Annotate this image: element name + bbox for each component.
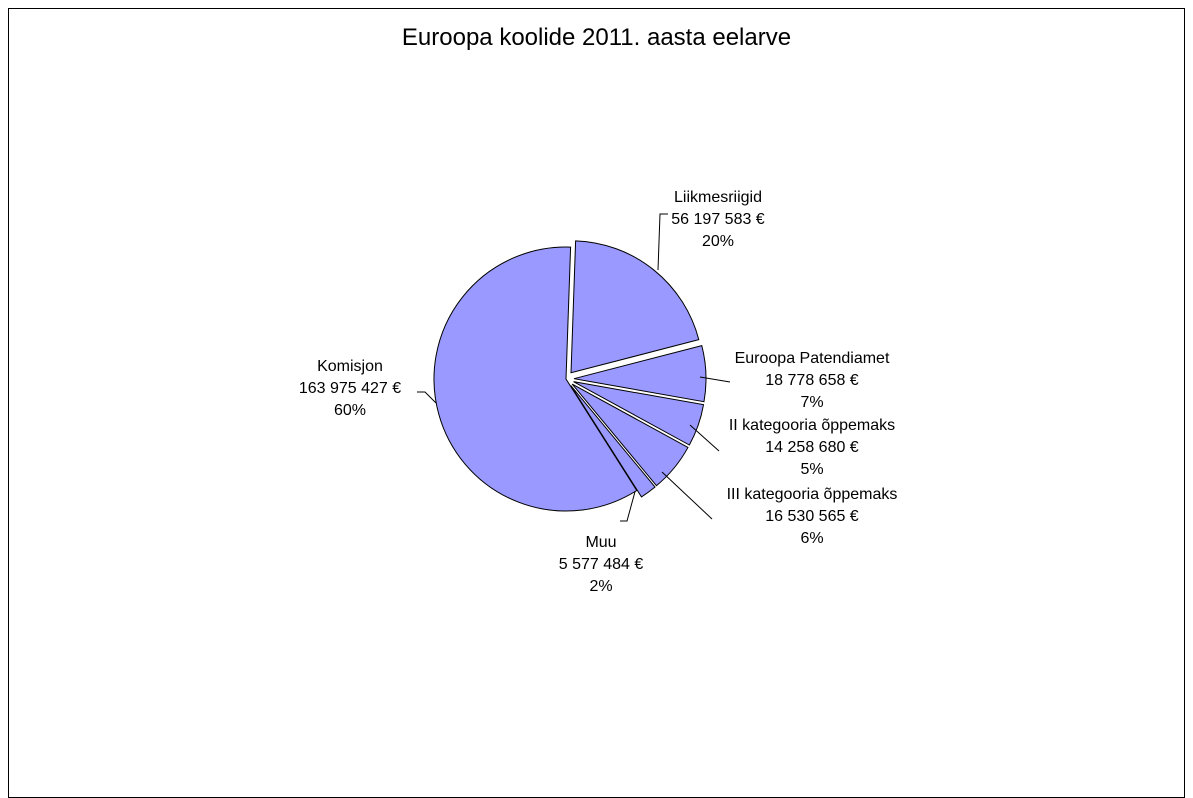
leader-line [661, 471, 713, 520]
slice-amount: 163 975 427 € [299, 380, 401, 397]
pie-slice [573, 381, 705, 446]
slice-percent: 2% [589, 578, 612, 595]
slice-amount: 16 530 565 € [765, 508, 859, 525]
pie-slice [570, 240, 700, 374]
data-label: Komisjon 163 975 427 € 60% [299, 358, 401, 419]
slice-amount: 18 778 658 € [765, 372, 859, 389]
data-label: II kategooria õppemaks 14 258 680 € 5% [729, 417, 895, 478]
pie-slice [570, 385, 656, 498]
slice-name: Liikmesriigid [674, 189, 762, 206]
slice-percent: 20% [702, 233, 734, 250]
leader-line [657, 213, 668, 271]
leader-line [620, 487, 637, 522]
slice-name: Muu [585, 534, 616, 551]
slice-name: Komisjon [317, 358, 383, 375]
data-label: III kategooria õppemaks 16 530 565 € 6% [727, 486, 898, 547]
chart-title: Euroopa koolide 2011. aasta eelarve [401, 24, 792, 51]
slice-name: II kategooria õppemaks [729, 417, 895, 434]
slice-percent: 5% [800, 461, 823, 478]
data-label: Muu 5 577 484 € 2% [559, 534, 644, 595]
pie-slice [571, 383, 689, 487]
leader-line [699, 376, 731, 383]
data-label: Liikmesriigid 56 197 583 € 20% [671, 189, 765, 250]
leader-line [689, 424, 720, 452]
pie-slice [433, 246, 638, 512]
pie-slice [573, 344, 707, 403]
slice-name: Euroopa Patendiamet [735, 350, 890, 367]
slice-amount: 56 197 583 € [671, 211, 765, 228]
slice-percent: 6% [800, 530, 823, 547]
slice-percent: 60% [334, 402, 366, 419]
leader-line [417, 391, 437, 404]
slice-percent: 7% [800, 394, 823, 411]
slice-name: III kategooria õppemaks [727, 486, 898, 503]
data-label: Euroopa Patendiamet 18 778 658 € 7% [735, 350, 890, 411]
slice-amount: 5 577 484 € [559, 556, 644, 573]
slice-amount: 14 258 680 € [765, 439, 859, 456]
